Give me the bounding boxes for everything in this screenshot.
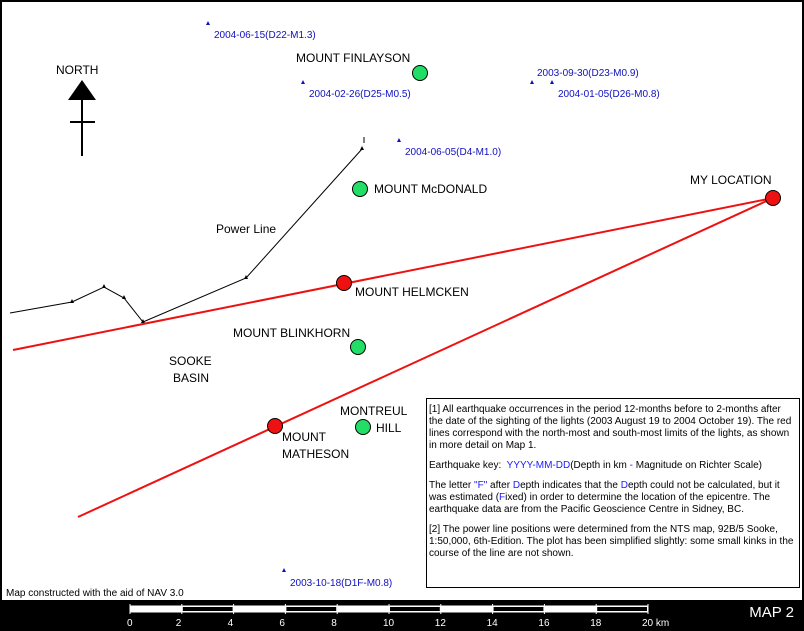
fixed-letter: D: [512, 480, 521, 491]
pylon-icon: [244, 275, 248, 279]
notes-panel: [1] All earthquake occurrences in the pe…: [426, 398, 800, 588]
earthquake-epicentres: 2004-06-15(D22-M1.3) 2004-02-26(D25-M0.5…: [206, 21, 660, 589]
place-labels: MOUNT FINLAYSON MOUNT McDONALD MOUNT HEL…: [169, 51, 772, 461]
map-title: MAP 2: [749, 604, 794, 621]
key-dash: -: [629, 460, 633, 471]
power-line-label: Power Line: [216, 222, 276, 236]
map-svg: NORTH Power Line: [9, 21, 781, 589]
red-point-markers: [267, 190, 781, 434]
earthquake-label: 2004-01-05(D26-M0.8): [558, 89, 660, 100]
north-arrowhead-icon: [68, 80, 96, 100]
key-depth: (Depth in km: [570, 460, 627, 471]
fixed-letter: D: [620, 480, 628, 491]
my-location-marker: [765, 190, 781, 206]
fixed-text: ixed) in order to determine the location…: [429, 492, 771, 515]
note-2: [2] The power line positions were determ…: [429, 524, 794, 559]
label-sooke: SOOKE: [169, 354, 212, 368]
key-label: Earthquake key:: [429, 460, 502, 471]
label-mount-mcdonald: MOUNT McDONALD: [374, 182, 487, 196]
label-matheson: MATHESON: [282, 447, 349, 461]
power-line: Power Line: [9, 137, 365, 323]
fixed-depth-note: The letter "F" after Depth indicates tha…: [429, 480, 797, 516]
mount-blinkhorn-marker: [350, 339, 366, 355]
key-magnitude: Magnitude on Richter Scale): [635, 460, 762, 471]
pylon-icon: [122, 295, 126, 299]
label-hill: HILL: [376, 421, 402, 435]
scale-tick-label: 4: [228, 618, 234, 629]
label-my-location: MY LOCATION: [690, 173, 772, 187]
scale-tick-label: 2: [176, 618, 182, 629]
north-limit-line: [12, 197, 774, 351]
credit-text: Map constructed with the aid of NAV 3.0: [6, 588, 184, 599]
fixed-letter: "F": [474, 480, 488, 491]
scale-tick-label: 16: [538, 618, 550, 629]
montreul-hill-marker: [355, 419, 371, 435]
fixed-text: epth could not be calculated, but it was…: [429, 480, 780, 503]
scale-tick-label: 12: [435, 618, 447, 629]
pylon-icon: [141, 319, 145, 323]
key-format: YYYY-MM-DD: [506, 460, 571, 471]
earthquake-label: 2003-09-30(D23-M0.9): [537, 68, 639, 79]
fixed-text: epth indicates that the: [520, 480, 618, 491]
scale-bar-segment: [182, 607, 233, 611]
pylon-icon: [70, 299, 74, 303]
pylon-icon: [102, 284, 106, 288]
mount-finlayson-marker: [412, 65, 428, 81]
epicentre-icon: [206, 21, 210, 25]
scale-bar-segment: [390, 607, 440, 611]
north-label: NORTH: [56, 63, 98, 77]
label-mount-finlayson: MOUNT FINLAYSON: [296, 51, 410, 65]
pylon-icon: [360, 146, 364, 150]
earthquake-label: 2004-02-26(D25-M0.5): [309, 89, 411, 100]
scale-tick-label: 18: [590, 618, 602, 629]
scale-bar: 0 2 4 6 8 10 12 14 16 18 20 km: [127, 604, 669, 629]
power-line-path: [9, 148, 363, 323]
north-arrow: NORTH: [56, 63, 98, 156]
epicentre-icon: [397, 138, 401, 142]
scale-tick-label: 14: [487, 618, 499, 629]
label-mount-blinkhorn: MOUNT BLINKHORN: [233, 326, 350, 340]
scale-bar-segment: [493, 607, 544, 611]
sighting-lines: [12, 197, 774, 518]
earthquake-label: 2004-06-05(D4-M1.0): [405, 147, 501, 158]
map-canvas: NORTH Power Line: [2, 2, 802, 600]
epicentre-icon: [301, 80, 305, 84]
label-mount-helmcken: MOUNT HELMCKEN: [355, 285, 469, 299]
earthquake-key: Earthquake key: YYYY-MM-DD(Depth in km -…: [429, 460, 797, 472]
scale-tick-label: 0: [127, 618, 133, 629]
scale-tick-label: 8: [331, 618, 337, 629]
scale-tick-label: 10: [383, 618, 395, 629]
label-basin: BASIN: [173, 371, 209, 385]
scale-bar-segment: [597, 607, 647, 611]
scale-tick-label: 20 km: [642, 618, 669, 629]
label-mount: MOUNT: [282, 430, 327, 444]
mount-matheson-marker: [267, 418, 283, 434]
epicentre-icon: [530, 80, 534, 84]
mount-mcdonald-marker: [352, 181, 368, 197]
fixed-text: after: [490, 480, 511, 491]
earthquake-label: 2003-10-18(D1F-M0.8): [290, 578, 392, 589]
mount-helmcken-marker: [336, 275, 352, 291]
mountain-markers: [350, 65, 428, 435]
label-montreul: MONTREUL: [340, 404, 408, 418]
epicentre-icon: [282, 568, 286, 572]
south-limit-line: [77, 197, 774, 518]
fixed-text: The letter: [429, 480, 472, 491]
note-1: [1] All earthquake occurrences in the pe…: [429, 404, 792, 451]
scale-tick-label: 6: [279, 618, 285, 629]
earthquake-label: 2004-06-15(D22-M1.3): [214, 30, 316, 41]
fixed-letter: F: [499, 492, 506, 503]
scale-bar-segment: [286, 607, 337, 611]
epicentre-icon: [550, 80, 554, 84]
